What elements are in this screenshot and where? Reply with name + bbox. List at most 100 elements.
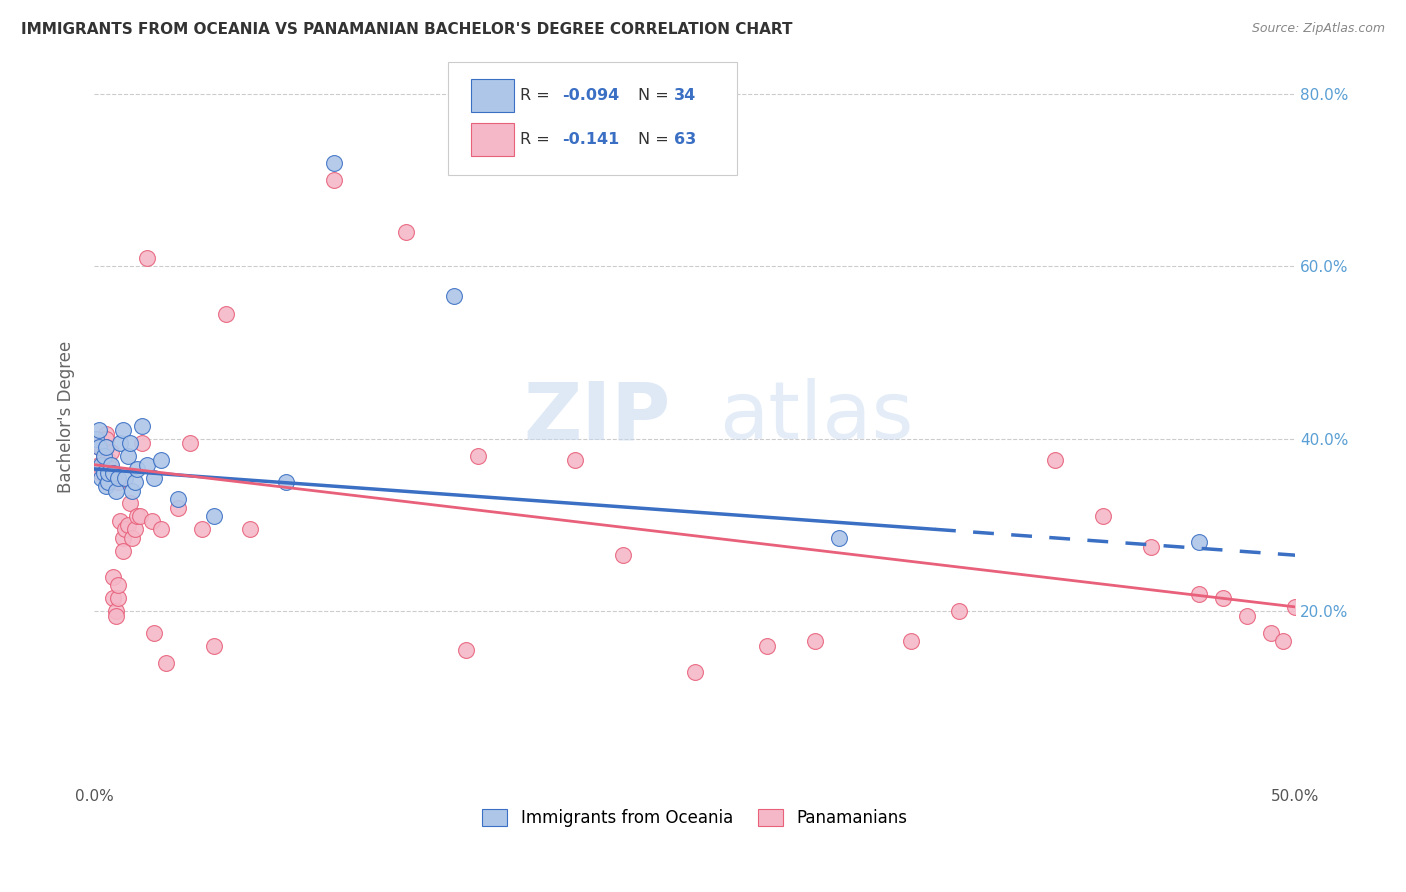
- Point: [87, 441, 110, 455]
- Point: [110, 436, 132, 450]
- Point: [564, 453, 586, 467]
- Point: [215, 307, 238, 321]
- Point: [150, 522, 173, 536]
- Point: [87, 458, 110, 472]
- Point: [100, 458, 122, 472]
- Point: [97, 467, 120, 481]
- Point: [94, 441, 117, 455]
- Point: [124, 522, 146, 536]
- Point: [107, 578, 129, 592]
- Point: [755, 639, 778, 653]
- Point: [179, 436, 201, 450]
- Text: 63: 63: [675, 132, 696, 147]
- Point: [94, 432, 117, 446]
- Text: -0.141: -0.141: [562, 132, 620, 147]
- Point: [100, 444, 122, 458]
- Point: [121, 531, 143, 545]
- Text: -0.094: -0.094: [562, 88, 620, 103]
- Point: [167, 500, 190, 515]
- Point: [1043, 453, 1066, 467]
- Point: [107, 475, 129, 489]
- Point: [1212, 591, 1234, 606]
- Point: [1140, 540, 1163, 554]
- Point: [93, 449, 115, 463]
- Point: [167, 492, 190, 507]
- Point: [94, 427, 117, 442]
- Point: [114, 470, 136, 484]
- Point: [828, 531, 851, 545]
- Point: [107, 591, 129, 606]
- Point: [1284, 599, 1306, 614]
- Point: [276, 475, 298, 489]
- Point: [135, 458, 157, 472]
- FancyBboxPatch shape: [471, 123, 515, 155]
- Point: [101, 591, 124, 606]
- Point: [86, 436, 108, 450]
- Point: [86, 432, 108, 446]
- Point: [90, 470, 112, 484]
- Point: [93, 467, 115, 481]
- FancyBboxPatch shape: [471, 79, 515, 112]
- Y-axis label: Bachelor's Degree: Bachelor's Degree: [58, 341, 75, 493]
- Point: [131, 436, 153, 450]
- Point: [900, 634, 922, 648]
- Text: N =: N =: [638, 88, 673, 103]
- Point: [239, 522, 262, 536]
- Point: [121, 483, 143, 498]
- Point: [110, 514, 132, 528]
- Point: [118, 496, 141, 510]
- FancyBboxPatch shape: [449, 62, 737, 176]
- Point: [612, 548, 634, 562]
- Point: [97, 467, 120, 481]
- Point: [1236, 608, 1258, 623]
- Point: [1092, 509, 1115, 524]
- Legend: Immigrants from Oceania, Panamanians: Immigrants from Oceania, Panamanians: [482, 808, 907, 827]
- Point: [87, 423, 110, 437]
- Point: [90, 467, 112, 481]
- Point: [87, 441, 110, 455]
- Text: R =: R =: [520, 132, 561, 147]
- Point: [118, 436, 141, 450]
- Point: [124, 475, 146, 489]
- Point: [1272, 634, 1295, 648]
- Point: [111, 531, 134, 545]
- Point: [104, 608, 127, 623]
- Point: [117, 518, 139, 533]
- Point: [143, 470, 166, 484]
- Point: [395, 225, 418, 239]
- Point: [1188, 535, 1211, 549]
- Text: Source: ZipAtlas.com: Source: ZipAtlas.com: [1251, 22, 1385, 36]
- Point: [94, 441, 117, 455]
- Point: [143, 625, 166, 640]
- Point: [150, 453, 173, 467]
- Point: [104, 483, 127, 498]
- Text: ZIP: ZIP: [523, 378, 671, 456]
- Point: [1188, 587, 1211, 601]
- Point: [191, 522, 214, 536]
- Point: [90, 458, 112, 472]
- Point: [141, 514, 163, 528]
- Point: [683, 665, 706, 679]
- Point: [97, 453, 120, 467]
- Point: [90, 441, 112, 455]
- Point: [202, 509, 225, 524]
- Point: [94, 479, 117, 493]
- Point: [443, 289, 465, 303]
- Text: N =: N =: [638, 132, 673, 147]
- Point: [127, 509, 149, 524]
- Point: [117, 449, 139, 463]
- Text: IMMIGRANTS FROM OCEANIA VS PANAMANIAN BACHELOR'S DEGREE CORRELATION CHART: IMMIGRANTS FROM OCEANIA VS PANAMANIAN BA…: [21, 22, 793, 37]
- Point: [323, 173, 346, 187]
- Point: [804, 634, 827, 648]
- Point: [127, 462, 149, 476]
- Point: [131, 418, 153, 433]
- Point: [135, 251, 157, 265]
- Point: [155, 656, 177, 670]
- Point: [202, 639, 225, 653]
- Point: [128, 509, 150, 524]
- Point: [467, 449, 489, 463]
- Point: [948, 604, 970, 618]
- Text: atlas: atlas: [718, 378, 912, 456]
- Point: [114, 522, 136, 536]
- Point: [101, 570, 124, 584]
